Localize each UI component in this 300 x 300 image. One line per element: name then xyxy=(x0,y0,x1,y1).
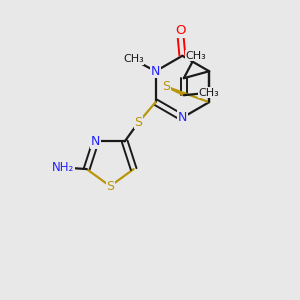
Text: N: N xyxy=(178,111,187,124)
Text: S: S xyxy=(163,80,171,93)
Text: NH₂: NH₂ xyxy=(52,161,75,174)
Text: O: O xyxy=(175,24,185,37)
Text: S: S xyxy=(106,180,114,193)
Text: N: N xyxy=(91,135,100,148)
Text: S: S xyxy=(135,116,142,129)
Text: N: N xyxy=(151,65,160,78)
Text: CH₃: CH₃ xyxy=(199,88,220,98)
Text: CH₃: CH₃ xyxy=(123,55,144,64)
Text: CH₃: CH₃ xyxy=(185,51,206,61)
